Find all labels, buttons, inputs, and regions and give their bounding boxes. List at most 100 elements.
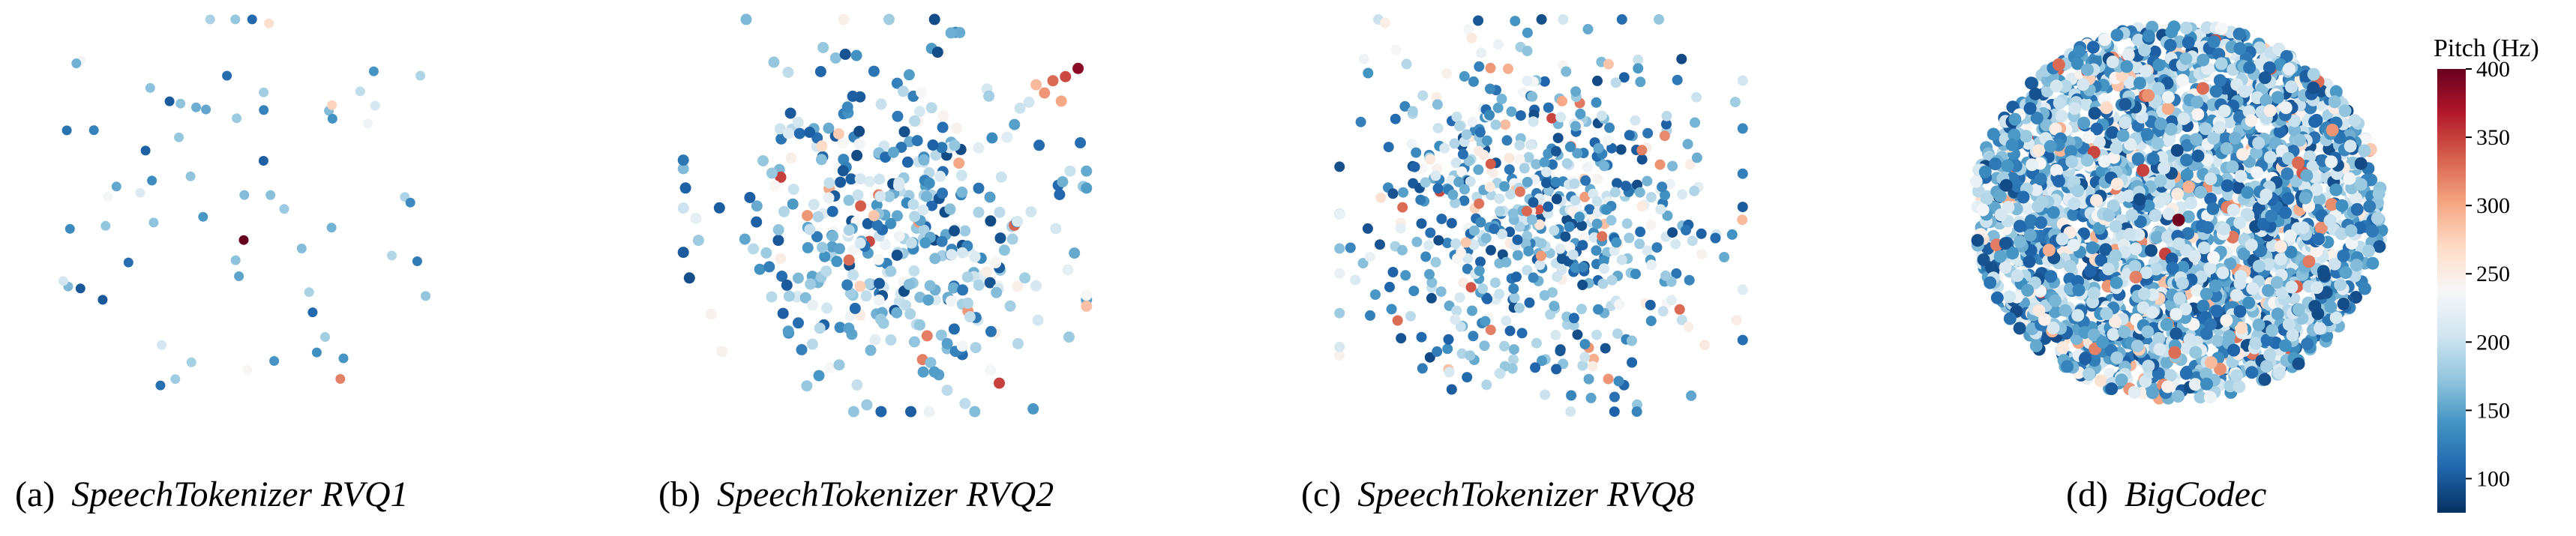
scatter-point <box>839 48 851 60</box>
scatter-point <box>97 295 108 305</box>
scatter-point <box>1587 361 1598 372</box>
scatter-point <box>1543 201 1554 212</box>
scatter-point <box>170 374 181 385</box>
scatter-point <box>1456 166 1468 177</box>
scatter-point <box>1432 122 1444 133</box>
scatter-point <box>2252 202 2266 214</box>
scatter-point <box>2087 328 2101 342</box>
scatter-point <box>1545 309 1556 320</box>
scatter-point <box>1534 259 1546 271</box>
scatter-point <box>847 244 859 256</box>
scatter-point <box>1556 253 1567 265</box>
scatter-point <box>928 13 940 25</box>
scatter-point <box>1512 234 1523 245</box>
scatter-point <box>931 46 943 58</box>
scatter-point <box>232 113 242 124</box>
scatter-point <box>2035 195 2049 208</box>
scatter-point <box>2059 79 2072 93</box>
scatter-point <box>2213 73 2227 87</box>
scatter-point <box>1446 217 1457 229</box>
scatter-point <box>875 98 887 110</box>
scatter-point <box>2119 116 2132 130</box>
scatter-point <box>1334 243 1345 254</box>
scatter-point <box>2065 145 2077 158</box>
scatter-point <box>937 121 949 133</box>
scatter-point <box>1558 13 1569 25</box>
scatter-point <box>1473 164 1484 175</box>
scatter-point <box>2339 266 2353 280</box>
scatter-point <box>2227 203 2240 217</box>
scatter-point <box>1690 117 1701 128</box>
scatter-point <box>1485 62 1496 73</box>
scatter-point <box>945 27 957 39</box>
scatter-point <box>1490 119 1501 130</box>
scatter-point <box>2203 391 2217 404</box>
scatter-point <box>2337 298 2350 310</box>
scatter-point <box>2131 153 2145 166</box>
scatter-point <box>2281 167 2294 181</box>
colorbar-ticks: 100 150 200 250 300 350 400 <box>2466 57 2510 491</box>
scatter-point <box>841 279 853 291</box>
scatter-point <box>2100 307 2113 320</box>
scatter-point <box>1566 390 1577 401</box>
scatter-point <box>1977 253 1990 266</box>
scatter-point <box>2083 265 2097 278</box>
scatter-point <box>785 152 797 164</box>
scatter-point <box>802 210 814 222</box>
scatter-point <box>1577 360 1588 371</box>
scatter-point <box>954 27 966 38</box>
scatter-point <box>1614 299 1625 310</box>
scatter-point <box>2233 380 2246 394</box>
scatter-point <box>1064 165 1076 177</box>
scatter-point <box>2197 53 2210 67</box>
scatter-point <box>2214 362 2227 376</box>
scatter-point <box>1737 168 1748 179</box>
scatter-point <box>2068 197 2081 211</box>
scatter-point <box>2098 154 2111 168</box>
scatter-point <box>2188 378 2202 391</box>
scatter-point <box>1432 99 1443 110</box>
scatter-point <box>973 142 985 154</box>
scatter-point <box>892 210 903 222</box>
scatter-point <box>1631 406 1642 418</box>
scatter-point <box>1646 259 1657 271</box>
scatter-point <box>2006 247 2020 260</box>
scatter-point <box>2109 315 2122 328</box>
scatter-point <box>1391 44 1402 55</box>
scatter-point <box>2260 360 2273 373</box>
scatter-point <box>2142 88 2155 102</box>
scatter-point <box>2310 183 2323 196</box>
scatter-point <box>2253 41 2266 55</box>
scatter-point <box>2150 231 2164 244</box>
scatter-point <box>1636 201 1648 212</box>
scatter-point <box>1528 272 1539 283</box>
scatter-point <box>2292 303 2305 316</box>
scatter-point <box>2325 198 2338 211</box>
scatter-point <box>969 250 981 262</box>
caption-d: (d) BigCodec <box>2066 475 2266 514</box>
scatter-point <box>1684 159 1696 170</box>
scatter-point <box>1597 278 1609 289</box>
scatter-point <box>1401 58 1412 70</box>
scatter-point <box>1645 316 1657 327</box>
scatter-point <box>1501 135 1513 146</box>
scatter-point <box>1611 237 1622 248</box>
scatter-point <box>2177 112 2191 125</box>
scatter-point <box>2300 169 2314 182</box>
scatter-point <box>814 66 826 77</box>
scatter-point <box>355 86 365 97</box>
scatter-point <box>2200 21 2214 34</box>
scatter-point <box>2140 266 2153 280</box>
scatter-point <box>1541 178 1552 189</box>
scatter-point <box>222 70 232 81</box>
scatter-point <box>2245 114 2258 127</box>
scatter-point <box>230 255 241 265</box>
scatter-point <box>829 52 841 64</box>
scatter-point <box>2179 52 2193 65</box>
scatter-point <box>1463 155 1474 166</box>
scatter-point <box>1527 91 1538 102</box>
scatter-point <box>2047 205 2060 219</box>
scatter-point <box>1686 390 1697 401</box>
scatter-point <box>1473 15 1484 26</box>
scatter-point <box>1430 170 1441 181</box>
